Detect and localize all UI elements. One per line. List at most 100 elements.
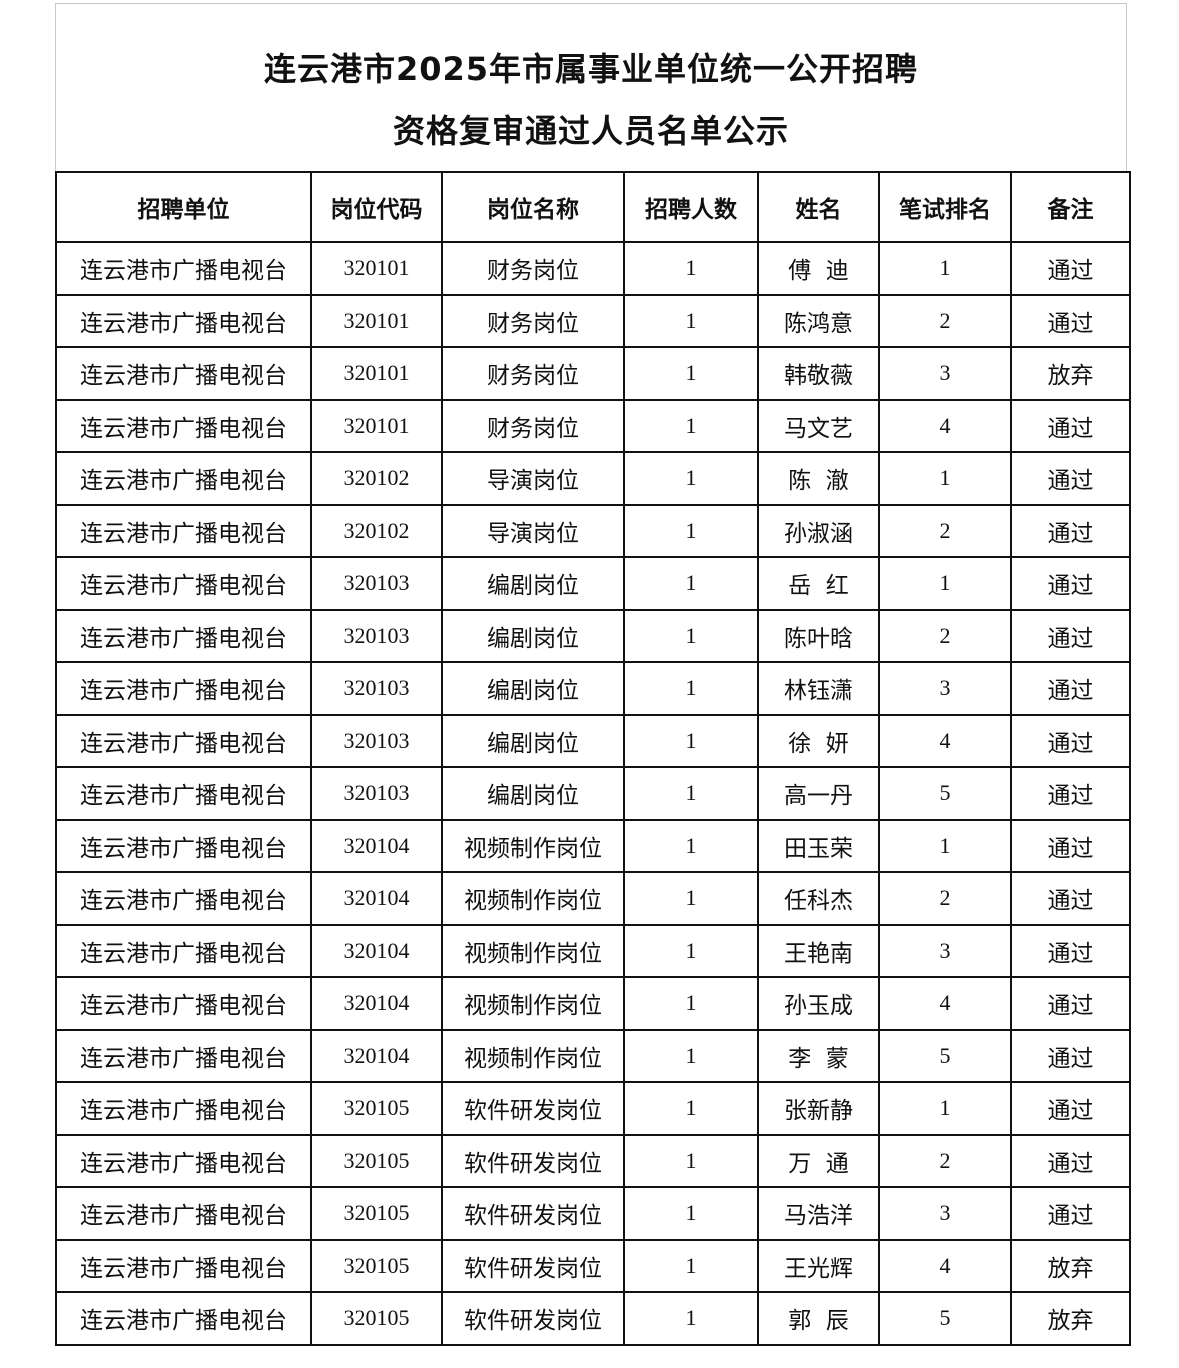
cell-exam-rank: 2 [878, 503, 1012, 558]
cell-hiring-count: 1 [623, 241, 759, 296]
cell-candidate-name: 韩敬薇 [757, 346, 880, 401]
cell-remark: 通过 [1010, 1081, 1131, 1136]
cell-recruiting-unit: 连云港市广播电视台 [55, 923, 312, 978]
cell-hiring-count: 1 [623, 1081, 759, 1136]
table-row: 连云港市广播电视台 320105 软件研发岗位 1 万 通 2 通过 [55, 1133, 1131, 1188]
document-subtitle: 资格复审通过人员名单公示 [392, 112, 789, 150]
cell-recruiting-unit: 连云港市广播电视台 [55, 398, 312, 453]
cell-position-name: 软件研发岗位 [441, 1133, 625, 1188]
cell-hiring-count: 1 [623, 556, 759, 611]
cell-position-name: 财务岗位 [441, 241, 625, 296]
table-row: 连云港市广播电视台 320101 财务岗位 1 陈鸿意 2 通过 [55, 293, 1131, 348]
cell-exam-rank: 5 [878, 1028, 1012, 1083]
cell-remark: 通过 [1010, 556, 1131, 611]
cell-recruiting-unit: 连云港市广播电视台 [55, 1238, 312, 1293]
cell-remark: 通过 [1010, 871, 1131, 926]
cell-candidate-name: 孙淑涵 [757, 503, 880, 558]
cell-recruiting-unit: 连云港市广播电视台 [55, 241, 312, 296]
cell-candidate-name: 王艳南 [757, 923, 880, 978]
cell-remark: 通过 [1010, 713, 1131, 768]
cell-exam-rank: 1 [878, 556, 1012, 611]
cell-position-code: 320104 [310, 976, 443, 1031]
cell-recruiting-unit: 连云港市广播电视台 [55, 713, 312, 768]
table-row: 连云港市广播电视台 320101 财务岗位 1 韩敬薇 3 放弃 [55, 346, 1131, 401]
cell-remark: 通过 [1010, 451, 1131, 506]
cell-exam-rank: 1 [878, 818, 1012, 873]
cell-hiring-count: 1 [623, 608, 759, 663]
cell-remark: 通过 [1010, 923, 1131, 978]
cell-exam-rank: 5 [878, 766, 1012, 821]
cell-candidate-name: 陈鸿意 [757, 293, 880, 348]
header-candidate-name: 姓名 [757, 171, 880, 243]
table-row: 连云港市广播电视台 320104 视频制作岗位 1 孙玉成 4 通过 [55, 976, 1131, 1031]
cell-position-name: 编剧岗位 [441, 608, 625, 663]
cell-remark: 通过 [1010, 1133, 1131, 1188]
cell-position-name: 财务岗位 [441, 346, 625, 401]
cell-position-code: 320101 [310, 346, 443, 401]
cell-hiring-count: 1 [623, 346, 759, 401]
header-position-code: 岗位代码 [310, 171, 443, 243]
header-remark: 备注 [1010, 171, 1131, 243]
cell-remark: 通过 [1010, 241, 1131, 296]
cell-exam-rank: 1 [878, 241, 1012, 296]
table-row: 连云港市广播电视台 320104 视频制作岗位 1 李 蒙 5 通过 [55, 1028, 1131, 1083]
cell-candidate-name: 傅 迪 [757, 241, 880, 296]
cell-recruiting-unit: 连云港市广播电视台 [55, 503, 312, 558]
cell-position-name: 编剧岗位 [441, 766, 625, 821]
cell-recruiting-unit: 连云港市广播电视台 [55, 346, 312, 401]
title-area: 连云港市2025年市属事业单位统一公开招聘 资格复审通过人员名单公示 [55, 3, 1127, 171]
cell-exam-rank: 3 [878, 923, 1012, 978]
cell-recruiting-unit: 连云港市广播电视台 [55, 766, 312, 821]
cell-position-name: 视频制作岗位 [441, 871, 625, 926]
cell-position-code: 320104 [310, 1028, 443, 1083]
cell-exam-rank: 3 [878, 1186, 1012, 1241]
cell-position-code: 320105 [310, 1133, 443, 1188]
table-row: 连云港市广播电视台 320104 视频制作岗位 1 王艳南 3 通过 [55, 923, 1131, 978]
cell-position-code: 320102 [310, 503, 443, 558]
cell-exam-rank: 5 [878, 1291, 1012, 1346]
cell-candidate-name: 马浩洋 [757, 1186, 880, 1241]
cell-position-code: 320105 [310, 1081, 443, 1136]
cell-recruiting-unit: 连云港市广播电视台 [55, 556, 312, 611]
cell-hiring-count: 1 [623, 923, 759, 978]
cell-position-code: 320103 [310, 661, 443, 716]
cell-hiring-count: 1 [623, 661, 759, 716]
cell-exam-rank: 3 [878, 661, 1012, 716]
cell-hiring-count: 1 [623, 871, 759, 926]
table-row: 连云港市广播电视台 320105 软件研发岗位 1 马浩洋 3 通过 [55, 1186, 1131, 1241]
cell-exam-rank: 2 [878, 608, 1012, 663]
table-row: 连云港市广播电视台 320103 编剧岗位 1 高一丹 5 通过 [55, 766, 1131, 821]
cell-recruiting-unit: 连云港市广播电视台 [55, 1028, 312, 1083]
cell-candidate-name: 徐 妍 [757, 713, 880, 768]
cell-position-code: 320103 [310, 766, 443, 821]
cell-candidate-name: 万 通 [757, 1133, 880, 1188]
header-position-name: 岗位名称 [441, 171, 625, 243]
cell-position-name: 视频制作岗位 [441, 1028, 625, 1083]
cell-remark: 通过 [1010, 766, 1131, 821]
document-title: 连云港市2025年市属事业单位统一公开招聘 [263, 50, 919, 88]
cell-candidate-name: 陈 澈 [757, 451, 880, 506]
cell-hiring-count: 1 [623, 1028, 759, 1083]
cell-exam-rank: 4 [878, 398, 1012, 453]
cell-remark: 通过 [1010, 608, 1131, 663]
table-row: 连云港市广播电视台 320102 导演岗位 1 陈 澈 1 通过 [55, 451, 1131, 506]
table-row: 连云港市广播电视台 320102 导演岗位 1 孙淑涵 2 通过 [55, 503, 1131, 558]
table-header-row: 招聘单位 岗位代码 岗位名称 招聘人数 姓名 笔试排名 备注 [55, 171, 1131, 243]
cell-remark: 通过 [1010, 293, 1131, 348]
cell-hiring-count: 1 [623, 1238, 759, 1293]
header-hiring-count: 招聘人数 [623, 171, 759, 243]
cell-recruiting-unit: 连云港市广播电视台 [55, 1186, 312, 1241]
cell-remark: 通过 [1010, 398, 1131, 453]
cell-hiring-count: 1 [623, 818, 759, 873]
cell-candidate-name: 田玉荣 [757, 818, 880, 873]
cell-position-code: 320101 [310, 398, 443, 453]
cell-candidate-name: 马文艺 [757, 398, 880, 453]
table-row: 连云港市广播电视台 320105 软件研发岗位 1 王光辉 4 放弃 [55, 1238, 1131, 1293]
header-recruiting-unit: 招聘单位 [55, 171, 312, 243]
cell-position-name: 软件研发岗位 [441, 1186, 625, 1241]
cell-remark: 通过 [1010, 503, 1131, 558]
cell-candidate-name: 岳 红 [757, 556, 880, 611]
cell-position-code: 320104 [310, 871, 443, 926]
table-row: 连云港市广播电视台 320103 编剧岗位 1 徐 妍 4 通过 [55, 713, 1131, 768]
cell-exam-rank: 2 [878, 293, 1012, 348]
